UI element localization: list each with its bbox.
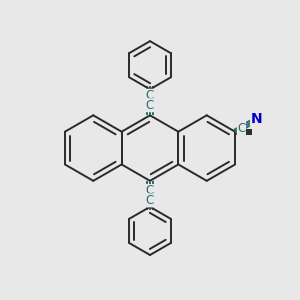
Text: C: C bbox=[146, 184, 154, 197]
Text: N: N bbox=[250, 112, 262, 126]
Text: C: C bbox=[146, 99, 154, 112]
Text: C: C bbox=[146, 89, 154, 102]
Text: C: C bbox=[146, 194, 154, 207]
Text: C: C bbox=[237, 122, 246, 134]
